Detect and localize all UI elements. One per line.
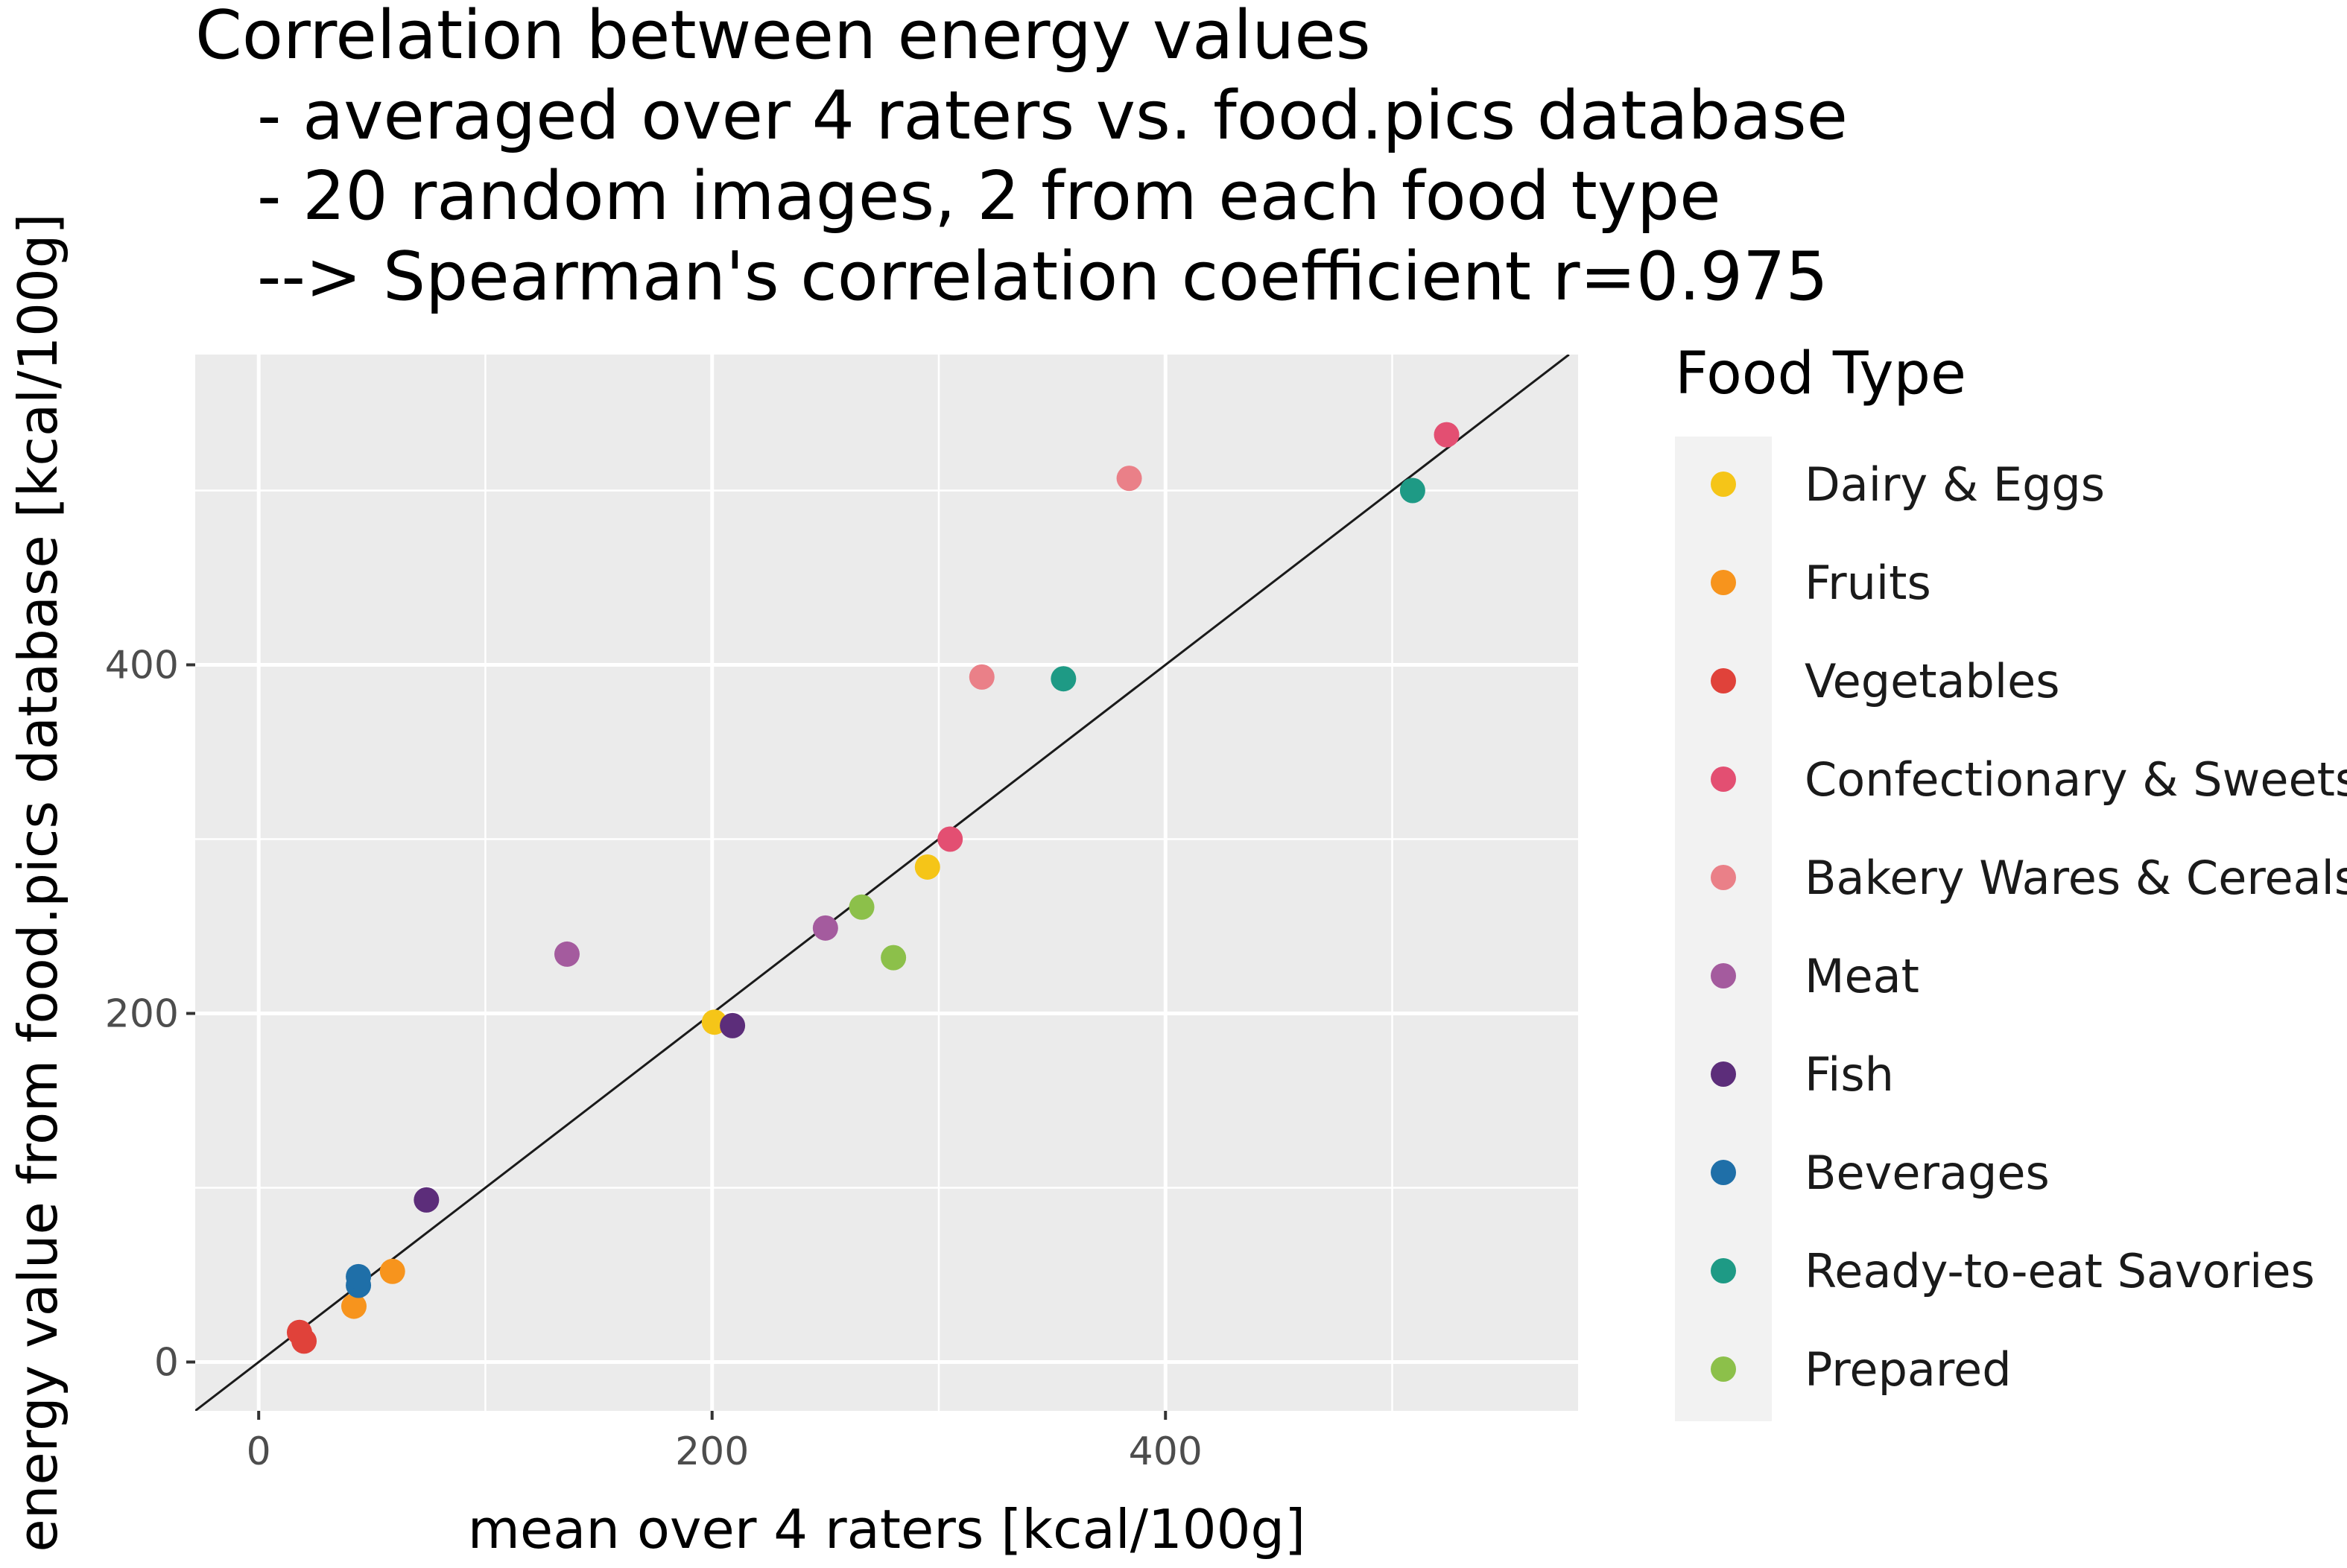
legend: Food Type Dairy & Eggs Fruits Vegetables Co… xyxy=(1675,340,2347,1421)
x-axis-ticks: 0 200 400 xyxy=(247,1411,1203,1474)
y-tick-label: 400 xyxy=(105,644,179,688)
legend-key-0 xyxy=(1711,472,1736,497)
data-point-8-0 xyxy=(1051,666,1077,692)
data-point-8-1 xyxy=(1399,477,1425,504)
y-axis-ticks: 0 200 400 xyxy=(105,644,195,1385)
data-point-3-1 xyxy=(1434,422,1460,448)
legend-label-9: Prepared xyxy=(1805,1342,2012,1397)
legend-title: Food Type xyxy=(1675,340,1966,407)
title-line-1: Correlation between energy values xyxy=(195,0,1371,74)
data-point-5-0 xyxy=(554,941,580,967)
data-point-5-1 xyxy=(812,915,838,941)
legend-key-8 xyxy=(1711,1258,1736,1283)
data-points xyxy=(286,422,1460,1354)
data-point-7-1 xyxy=(346,1263,372,1289)
data-point-2-1 xyxy=(291,1328,317,1354)
legend-key-6 xyxy=(1711,1061,1736,1087)
data-point-1-1 xyxy=(379,1258,405,1284)
identity-reference-line xyxy=(195,355,1570,1411)
legend-label-5: Meat xyxy=(1805,949,1919,1003)
data-point-1-0 xyxy=(341,1293,367,1319)
data-point-9-0 xyxy=(849,894,875,920)
title-line-3: - 20 random images, 2 from each food typ… xyxy=(257,157,1721,235)
legend-key-4 xyxy=(1711,865,1736,890)
data-point-6-1 xyxy=(720,1012,746,1038)
y-axis-title: energy value from food.pics database [kc… xyxy=(7,213,69,1552)
legend-label-3: Confectionary & Sweets xyxy=(1805,752,2347,807)
legend-key-background xyxy=(1675,437,1772,1421)
legend-label-7: Beverages xyxy=(1805,1146,2050,1200)
legend-key-9 xyxy=(1711,1356,1736,1382)
legend-items: Dairy & Eggs Fruits Vegetables Confectionar… xyxy=(1711,457,2347,1397)
data-point-4-1 xyxy=(1116,466,1142,492)
title-line-2: - averaged over 4 raters vs. food.pics d… xyxy=(257,77,1848,155)
data-point-6-0 xyxy=(414,1187,440,1213)
y-tick-label: 200 xyxy=(105,991,179,1036)
x-tick-label: 400 xyxy=(1129,1429,1203,1474)
legend-key-7 xyxy=(1711,1160,1736,1185)
title-line-4: --> Spearman's correlation coefficient r… xyxy=(257,238,1828,316)
legend-key-2 xyxy=(1711,668,1736,693)
gridlines xyxy=(195,355,1578,1411)
data-point-9-1 xyxy=(881,945,907,971)
legend-key-5 xyxy=(1711,963,1736,988)
x-tick-label: 200 xyxy=(675,1429,749,1474)
legend-label-4: Bakery Wares & Cereals xyxy=(1805,851,2347,905)
y-tick-label: 0 xyxy=(154,1340,179,1385)
data-point-4-0 xyxy=(969,664,995,690)
legend-label-6: Fish xyxy=(1805,1047,1894,1102)
legend-label-8: Ready-to-eat Savories xyxy=(1805,1244,2315,1298)
legend-key-1 xyxy=(1711,570,1736,595)
chart-title: Correlation between energy values - aver… xyxy=(195,0,1848,316)
legend-key-3 xyxy=(1711,766,1736,792)
data-point-0-1 xyxy=(914,854,940,880)
legend-label-2: Vegetables xyxy=(1805,654,2060,708)
data-point-3-0 xyxy=(937,826,963,852)
legend-label-1: Fruits xyxy=(1805,556,1931,610)
x-tick-label: 0 xyxy=(247,1429,271,1474)
x-axis-title: mean over 4 raters [kcal/100g] xyxy=(468,1498,1305,1561)
legend-label-0: Dairy & Eggs xyxy=(1805,457,2105,512)
